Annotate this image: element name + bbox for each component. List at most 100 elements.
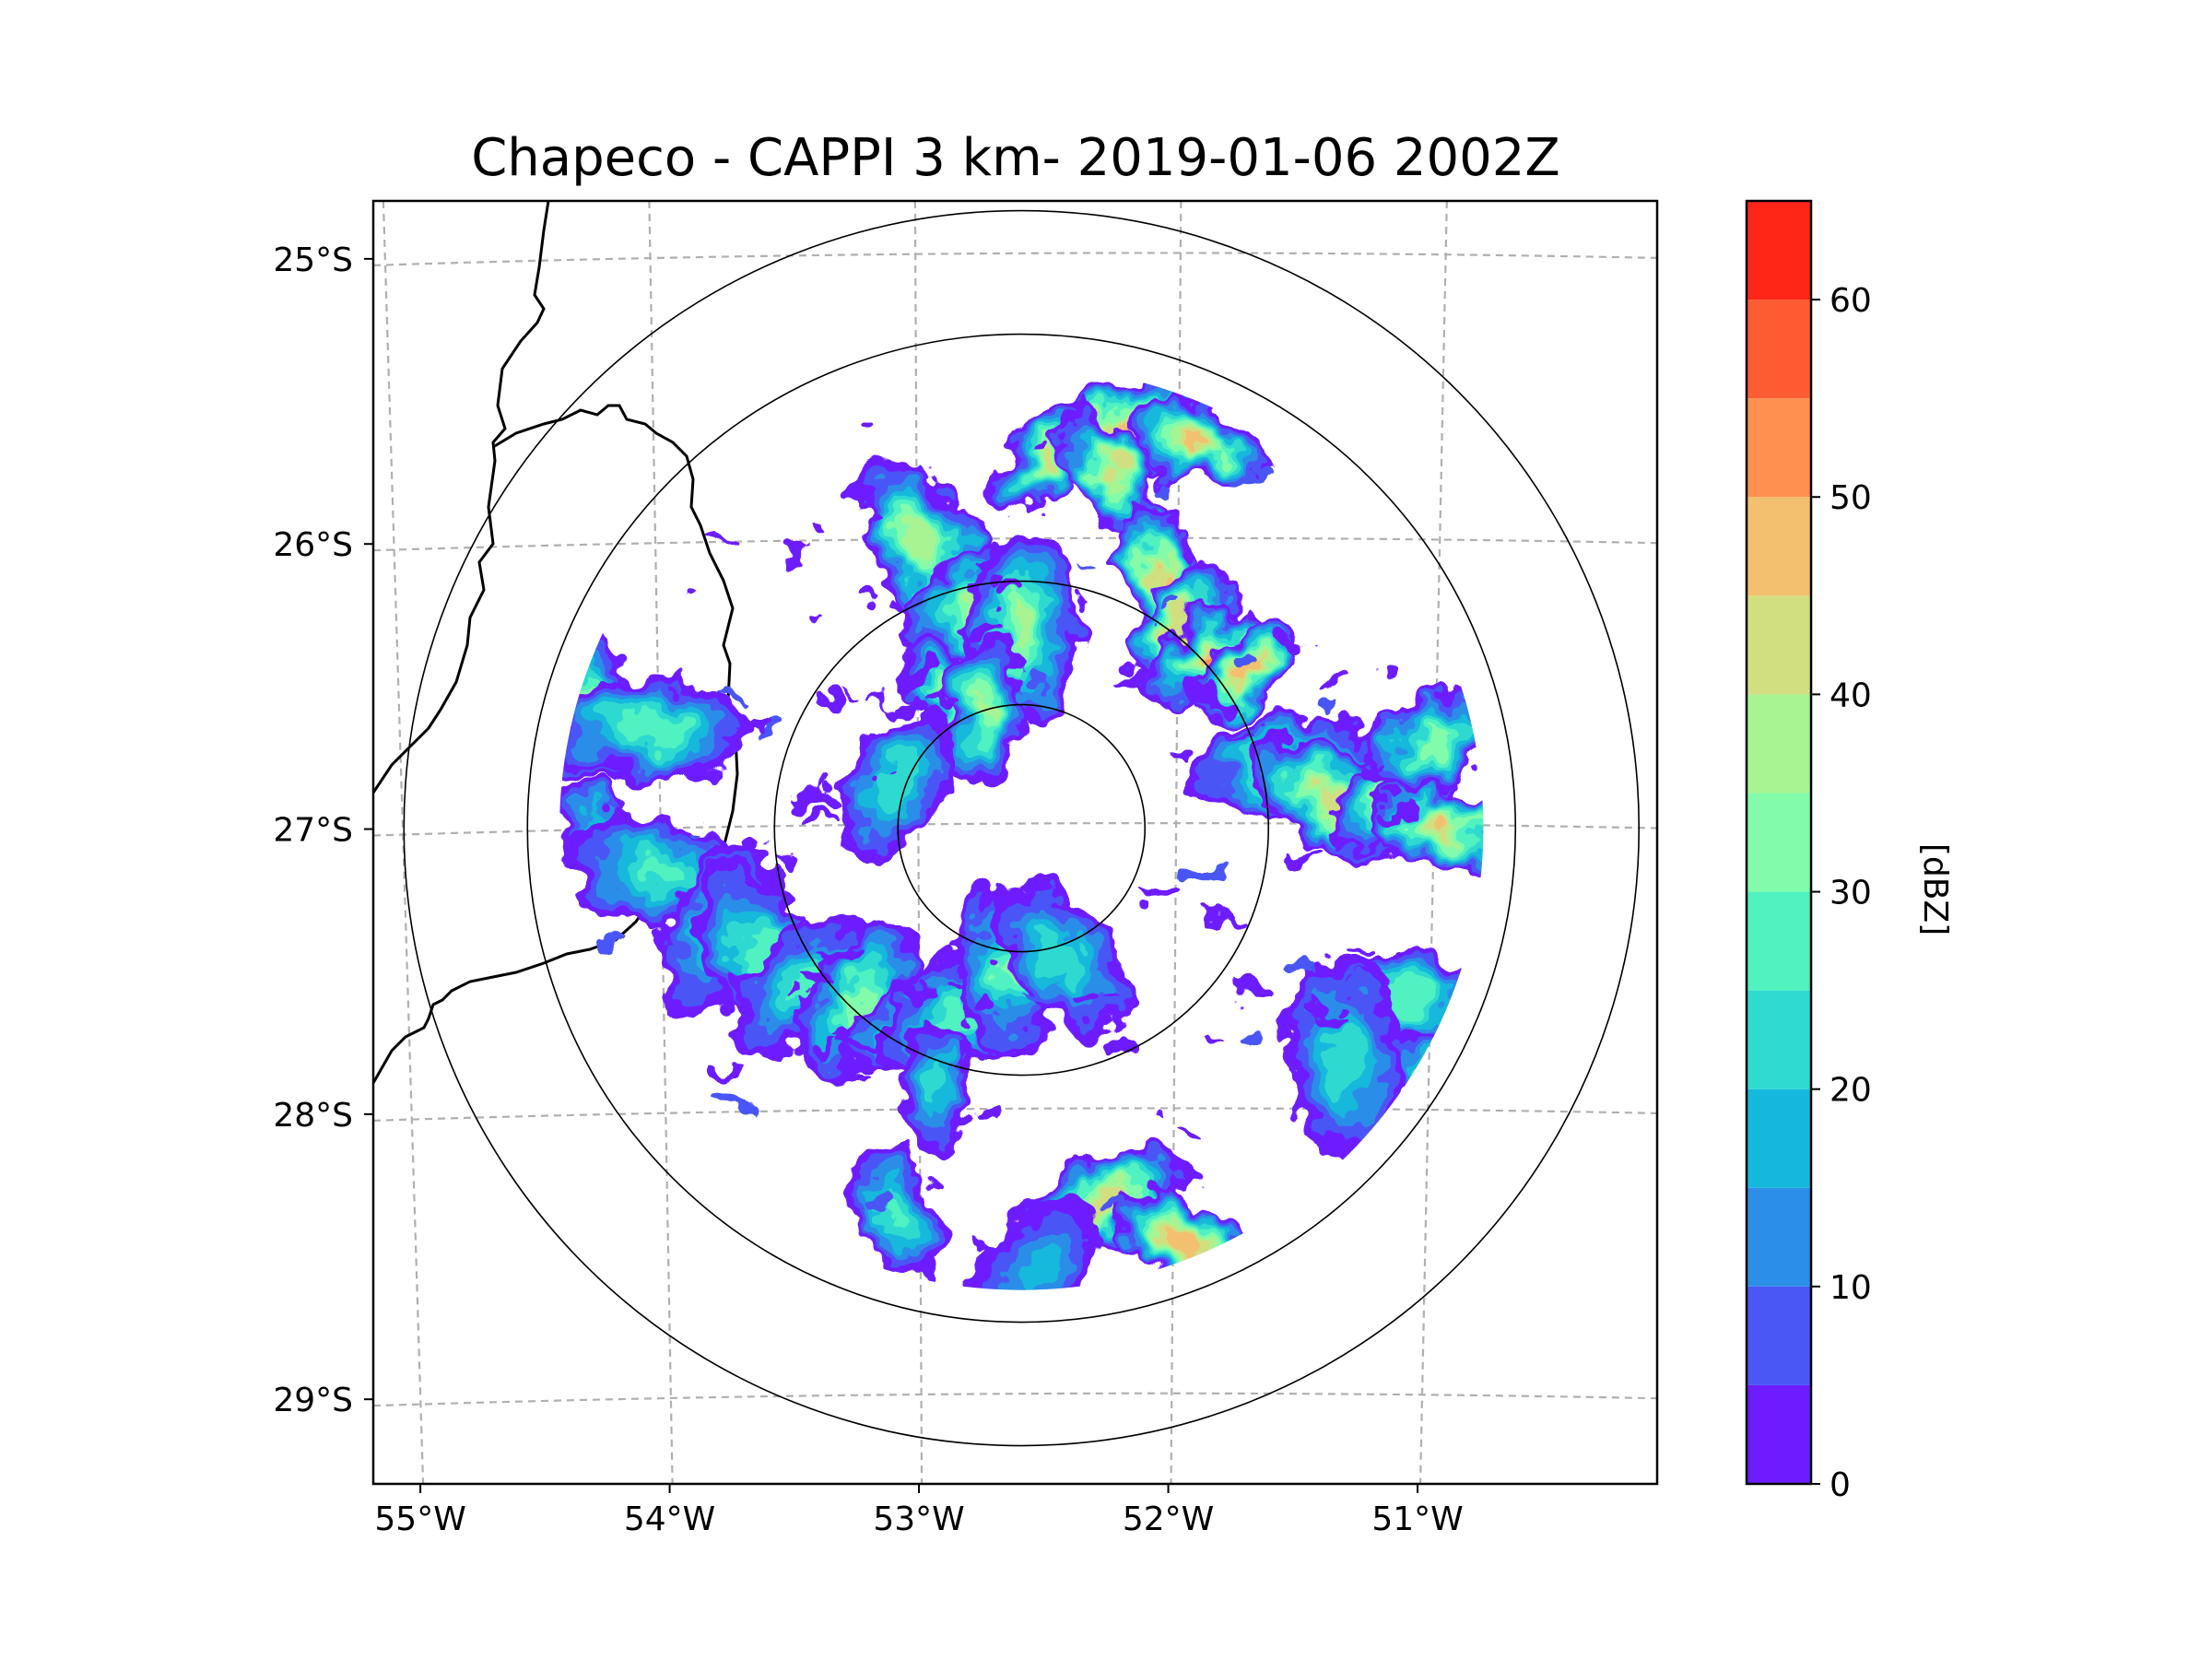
echo-speckle [1310, 1007, 1343, 1022]
border-santa-catarina-west [373, 404, 739, 1084]
echo-speckle [715, 533, 736, 542]
range-rings [403, 209, 1641, 1447]
echo-contour [1013, 613, 1030, 644]
echo-cell [559, 673, 744, 783]
colorbar-segment [1747, 1088, 1811, 1188]
echo-speckle [838, 1070, 867, 1077]
colorbar-segment [1747, 1286, 1811, 1385]
plot-frame [371, 199, 1659, 1486]
colorbar: 0 10 20 30 40 50 60 [1745, 199, 1872, 1504]
echo-contour [1413, 727, 1453, 758]
echo-speckle [796, 812, 831, 821]
echo-speckle [714, 1091, 747, 1106]
echo-speckle [1115, 666, 1148, 681]
echo-cell [1371, 784, 1484, 872]
colorbar-tick-label: 0 [1830, 1466, 1851, 1504]
parallel-gridline [373, 1392, 1657, 1407]
colorbar-tick-label: 30 [1830, 875, 1872, 912]
colorbar-segment [1747, 793, 1811, 892]
echo-speckle [972, 1107, 1007, 1120]
range-ring [403, 209, 1641, 1447]
echo-speckle [1331, 671, 1351, 678]
colorbar-tick-label: 60 [1830, 282, 1872, 320]
echo-speckle [950, 1049, 965, 1066]
x-tick-label: 51°W [1371, 1500, 1463, 1538]
echo-cell [838, 706, 956, 865]
colorbar-segment [1747, 300, 1811, 399]
echo-speckle [827, 946, 862, 962]
echo-speckle [1291, 960, 1324, 974]
echo-speckle [870, 700, 897, 707]
range-ring [897, 703, 1147, 953]
colorbar-tick-label: 10 [1830, 1269, 1872, 1307]
echo-speckle [1174, 866, 1211, 883]
border-argentina-paraguay [373, 201, 550, 794]
echo-speckle [1160, 472, 1175, 485]
echo-contour [1033, 928, 1085, 984]
echo-speckle [1277, 640, 1307, 651]
echo-contour [906, 522, 938, 564]
echo-speckle [849, 595, 879, 608]
echo-speckle [795, 982, 830, 993]
echo-speckle [804, 793, 841, 806]
echo-speckle [1147, 909, 1165, 920]
echo-contour [618, 712, 677, 746]
echo-cell [1126, 398, 1266, 488]
echo-speckle [966, 1046, 988, 1061]
echo-speckle [1107, 1148, 1138, 1156]
echo-speckle [872, 773, 884, 780]
echo-speckle [904, 668, 935, 680]
echo-speckle [783, 851, 798, 866]
echo-speckle [1383, 803, 1411, 818]
echo-speckle [871, 1193, 890, 1208]
meridian-gridline [913, 201, 924, 1484]
echo-speckle [1083, 596, 1097, 603]
echo-cell [938, 636, 1030, 793]
echo-speckle [1032, 441, 1057, 451]
echo-speckle [1080, 398, 1093, 415]
echo-speckle [662, 987, 689, 1003]
echo-speckle [716, 688, 749, 701]
echo-contour [1423, 1074, 1442, 1096]
colorbar-tick-label: 50 [1830, 479, 1872, 517]
echo-speckle [1031, 671, 1043, 686]
echo-speckle [1201, 916, 1238, 927]
echo-speckle [717, 1064, 745, 1077]
echo-speckle [1232, 978, 1265, 994]
echo-cell [853, 1147, 941, 1279]
echo-speckle [780, 551, 804, 568]
y-tick-label: 25°S [273, 241, 353, 279]
echo-contour [1039, 450, 1054, 465]
echo-speckle [1241, 651, 1253, 666]
echo-speckle [1227, 731, 1255, 737]
echo-speckle [968, 1243, 995, 1252]
echo-speckle [600, 936, 615, 953]
echo-speckle [867, 420, 888, 434]
meridian-gridline [382, 201, 425, 1484]
colorbar-segment [1747, 595, 1811, 695]
colorbar-frame [1745, 199, 1813, 1486]
echo-speckle [1202, 861, 1240, 878]
echo-cell [1191, 621, 1300, 722]
x-tick-label: 54°W [624, 1500, 715, 1538]
echo-speckle [747, 827, 767, 844]
x-tick-label: 52°W [1123, 1500, 1214, 1538]
echo-speckle [1295, 852, 1324, 862]
echo-speckle [923, 695, 959, 705]
colorbar-tick-label: 20 [1830, 1072, 1872, 1110]
echo-contour [1324, 1019, 1367, 1093]
echo-speckle [888, 694, 922, 708]
x-tick-label: 53°W [873, 1500, 964, 1538]
echo-contour [1235, 661, 1257, 681]
echo-speckle [1235, 474, 1263, 486]
colorbar-label: [dBZ] [1916, 843, 1954, 935]
echo-speckle [681, 822, 702, 830]
echo-contour [925, 1068, 944, 1100]
colorbar-segment [1747, 201, 1811, 300]
echo-speckle [1239, 1033, 1265, 1050]
colorbar-segment [1747, 694, 1811, 794]
y-tick-label: 26°S [273, 526, 353, 564]
echo-speckle [1192, 692, 1221, 709]
parallel-gridline [373, 252, 1657, 266]
